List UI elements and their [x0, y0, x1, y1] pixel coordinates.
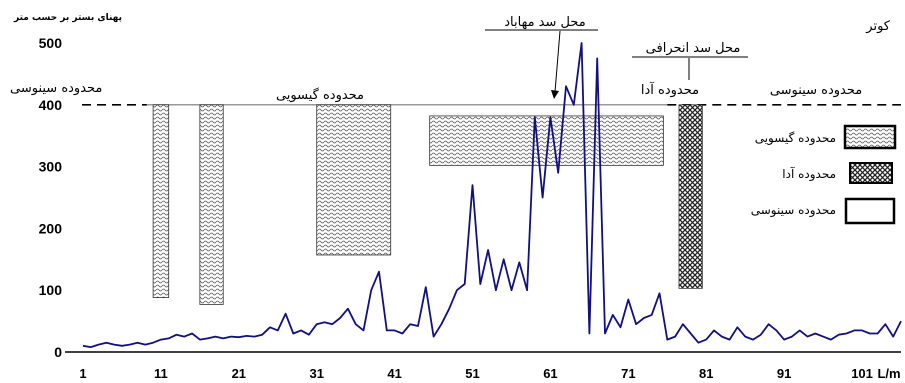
x-tick-label: 101 [851, 366, 873, 381]
sinusi-right-label: محدوده سینوسی [770, 83, 862, 98]
y-tick-label: 100 [39, 282, 63, 298]
y-tick-label: 500 [39, 35, 63, 51]
y-axis: 0 100 200 300 400 500 [39, 35, 63, 360]
hatched-range-1 [152, 104, 170, 299]
legend-swatch-ada [849, 162, 893, 184]
gisui-label: محدوده گیسویی [276, 87, 364, 103]
legend-item-sinusi: محدوده سینوسی [751, 197, 896, 225]
y-tick-label: 0 [54, 344, 62, 360]
x-tick-label: 21 [232, 366, 246, 381]
legend-label-gisui: محدوده گیسویی [755, 131, 836, 146]
mahabad-dam-arrowhead [551, 90, 559, 99]
x-tick-label: 71 [621, 366, 635, 381]
legend-item-ada: محدوده آدا [782, 162, 893, 184]
x-tick-label: 91 [777, 366, 791, 381]
diversion-dam-label: محل سد انحرافی [646, 41, 741, 56]
legend: محدوده گیسویی محدوده آدا محدوده سینوسی [751, 124, 897, 225]
legend-label-ada: محدوده آدا [782, 166, 836, 182]
x-tick-label: 31 [309, 366, 323, 381]
x-tick-label: 1 [79, 366, 86, 381]
hatched-range-3 [316, 104, 392, 256]
x-tick-label: 61 [543, 366, 557, 381]
series-layer [82, 42, 902, 349]
x-axis: 1 11 21 31 41 51 61 71 81 91 101 L/m [79, 366, 900, 381]
y-tick-label: 300 [39, 159, 63, 175]
x-tick-label: 81 [699, 366, 713, 381]
series-line-1 [82, 42, 902, 349]
ada-label: محدوده آدا [641, 81, 699, 98]
x-tick-label: 51 [465, 366, 479, 381]
hatched-range-5 [678, 104, 703, 289]
diversion-dam-annotation: محل سد انحرافی [632, 41, 748, 80]
legend-item-gisui: محدوده گیسویی [755, 124, 897, 150]
y-axis-label: پهنای بستر بر حسب متر [13, 13, 122, 23]
hatched-range-2 [199, 104, 224, 305]
sinusi-left-label: محدوده سینوسی [10, 81, 102, 96]
x-tick-label: 41 [387, 366, 401, 381]
mahabad-dam-annotation: محل سد مهاباد [485, 15, 598, 99]
y-tick-label: 200 [39, 220, 63, 236]
location-label: کوتر [865, 19, 891, 34]
mahabad-dam-pointer [554, 30, 561, 93]
legend-label-sinusi: محدوده سینوسی [751, 203, 836, 218]
y-tick-label: 400 [39, 97, 63, 113]
hatched-ranges [152, 104, 703, 305]
legend-swatch-gisui [843, 124, 897, 150]
x-tick-label: L/m [877, 366, 900, 381]
x-tick-label: 11 [154, 366, 168, 381]
mahabad-dam-label: محل سد مهاباد [504, 15, 585, 30]
legend-swatch-sinusi [844, 197, 896, 225]
